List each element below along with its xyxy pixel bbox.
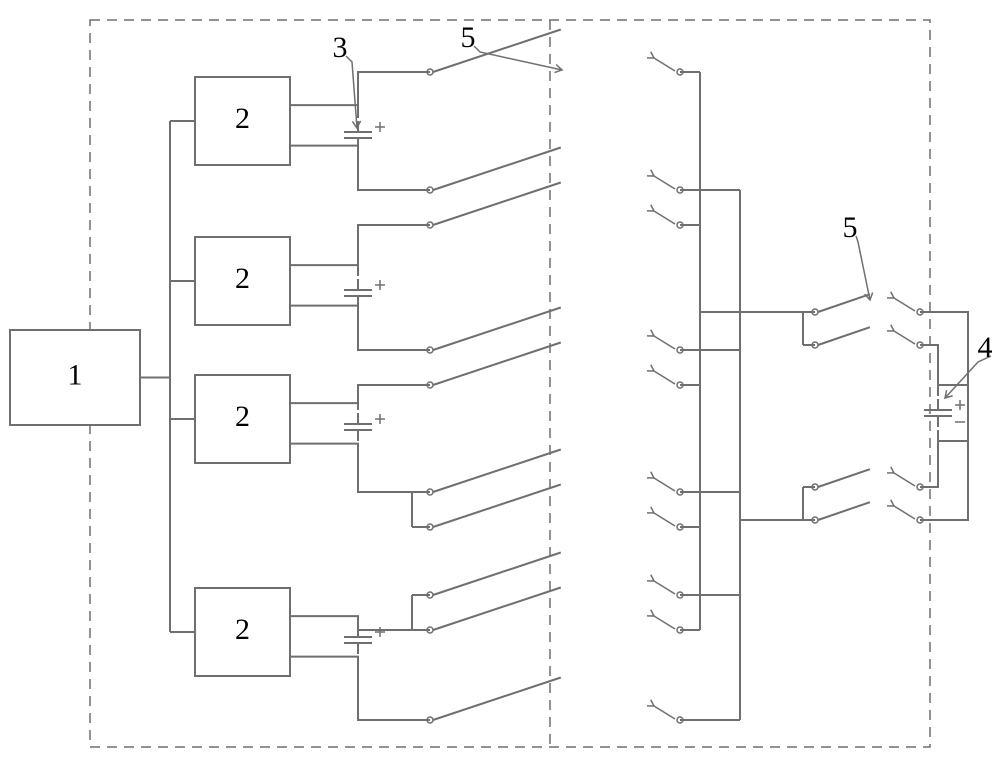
svg-text:5: 5 [461, 21, 476, 54]
svg-text:1: 1 [68, 358, 83, 391]
svg-text:4: 4 [978, 331, 993, 364]
svg-text:2: 2 [235, 613, 250, 646]
svg-text:2: 2 [235, 400, 250, 433]
svg-text:2: 2 [235, 262, 250, 295]
svg-text:3: 3 [333, 31, 348, 64]
svg-text:5: 5 [843, 211, 858, 244]
svg-text:2: 2 [235, 102, 250, 135]
